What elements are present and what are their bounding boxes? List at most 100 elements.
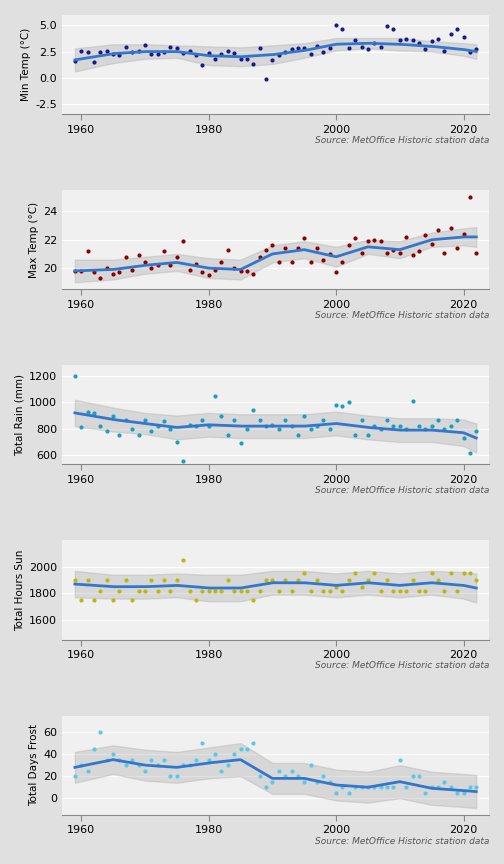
Point — [262, 419, 270, 433]
Point — [154, 47, 162, 60]
Point — [287, 256, 295, 270]
Point — [236, 436, 244, 450]
Point — [332, 580, 340, 594]
Point — [217, 764, 225, 778]
Point — [440, 43, 449, 57]
Point — [434, 32, 442, 46]
Point — [390, 419, 398, 433]
Point — [383, 780, 391, 794]
Point — [147, 424, 155, 438]
Point — [173, 769, 181, 783]
Point — [281, 413, 289, 427]
Point — [351, 232, 359, 245]
Point — [326, 247, 334, 261]
Point — [211, 389, 219, 403]
Point — [256, 41, 264, 55]
Point — [262, 573, 270, 587]
Point — [198, 265, 206, 279]
Point — [192, 48, 200, 61]
Point — [236, 741, 244, 755]
Point — [160, 245, 168, 258]
Point — [447, 221, 455, 235]
Point — [84, 764, 92, 778]
Point — [409, 249, 417, 263]
Point — [440, 422, 449, 435]
Point — [185, 43, 194, 57]
Point — [249, 403, 258, 417]
Point — [281, 241, 289, 255]
Point — [256, 584, 264, 598]
Point — [287, 584, 295, 598]
Point — [185, 263, 194, 276]
Point — [109, 47, 117, 60]
Point — [115, 265, 123, 279]
Point — [351, 33, 359, 47]
Point — [96, 271, 104, 285]
Point — [109, 267, 117, 281]
Point — [434, 223, 442, 237]
Point — [230, 413, 238, 427]
Point — [77, 759, 85, 772]
Text: Source: MetOffice Historic station data: Source: MetOffice Historic station data — [314, 662, 489, 670]
Point — [409, 33, 417, 47]
Point — [376, 234, 385, 248]
Point — [179, 759, 187, 772]
Point — [294, 41, 302, 55]
Point — [77, 593, 85, 607]
Point — [326, 41, 334, 55]
Point — [390, 22, 398, 35]
Point — [326, 584, 334, 598]
Point — [103, 424, 111, 438]
Point — [376, 584, 385, 598]
Point — [256, 413, 264, 427]
Point — [115, 48, 123, 61]
Point — [415, 584, 423, 598]
Point — [236, 264, 244, 278]
Point — [243, 422, 251, 435]
Point — [71, 264, 79, 278]
Point — [440, 584, 449, 598]
Point — [84, 45, 92, 59]
Point — [306, 422, 314, 435]
Point — [275, 48, 283, 61]
Point — [332, 398, 340, 412]
Point — [313, 40, 321, 54]
Point — [460, 567, 468, 581]
Point — [71, 769, 79, 783]
Point — [217, 47, 225, 60]
Point — [320, 413, 328, 427]
Point — [198, 413, 206, 427]
Point — [357, 413, 365, 427]
Point — [370, 36, 379, 50]
Point — [205, 419, 213, 433]
Point — [326, 422, 334, 435]
Point — [472, 42, 480, 56]
Point — [357, 245, 365, 259]
Y-axis label: Min Temp (°C): Min Temp (°C) — [21, 28, 31, 101]
Point — [141, 256, 149, 270]
Point — [453, 241, 461, 255]
Point — [339, 780, 347, 794]
Point — [268, 53, 276, 67]
Point — [383, 245, 391, 259]
Point — [122, 759, 130, 772]
Point — [396, 584, 404, 598]
Point — [339, 256, 347, 270]
Point — [472, 573, 480, 587]
Point — [154, 419, 162, 433]
Point — [332, 785, 340, 799]
Point — [211, 263, 219, 276]
Point — [275, 256, 283, 270]
Point — [147, 47, 155, 60]
Point — [179, 553, 187, 567]
Point — [447, 419, 455, 433]
Point — [230, 747, 238, 761]
Text: Source: MetOffice Historic station data: Source: MetOffice Historic station data — [314, 486, 489, 495]
Point — [185, 759, 194, 772]
Point — [306, 256, 314, 270]
Point — [320, 45, 328, 59]
Point — [345, 238, 353, 252]
Point — [224, 573, 232, 587]
Point — [128, 422, 136, 435]
Point — [294, 429, 302, 442]
